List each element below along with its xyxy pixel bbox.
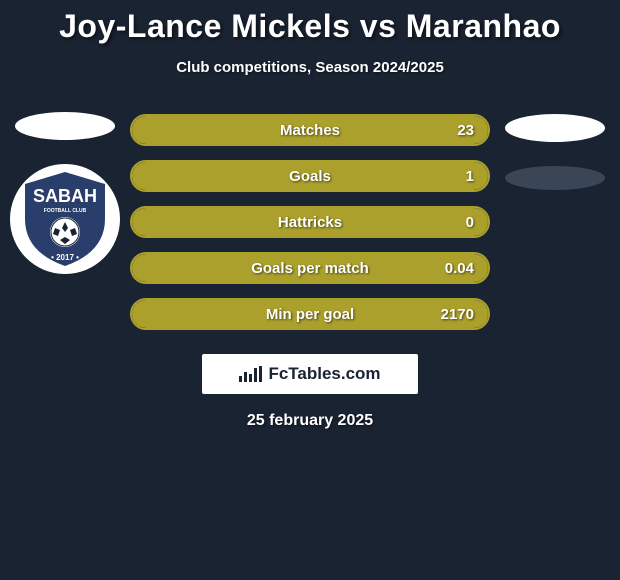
player2-avatar-placeholder [505, 114, 605, 142]
footer-brand-badge: FcTables.com [202, 354, 418, 394]
stat-value: 0.04 [445, 260, 474, 277]
stat-label: Goals per match [251, 260, 369, 277]
stat-bar-goals-per-match: Goals per match 0.04 [130, 252, 490, 284]
stat-value: 23 [457, 122, 474, 139]
subtitle: Club competitions, Season 2024/2025 [0, 59, 620, 76]
stat-value: 0 [466, 214, 474, 231]
footer-brand-text: FcTables.com [268, 364, 380, 384]
club-logo: SABAH FOOTBALL CLUB • 2017 • [10, 164, 120, 279]
right-column [500, 114, 610, 344]
stat-value: 1 [466, 168, 474, 185]
stat-bar-hattricks: Hattricks 0 [130, 206, 490, 238]
stat-bar-matches: Matches 23 [130, 114, 490, 146]
player2-club-placeholder [505, 166, 605, 190]
stats-column: Matches 23 Goals 1 Hattricks 0 Goals per… [120, 114, 500, 344]
stat-value: 2170 [441, 306, 474, 323]
page-title: Joy-Lance Mickels vs Maranhao [0, 8, 620, 45]
left-column: SABAH FOOTBALL CLUB • 2017 • [10, 114, 120, 344]
svg-text:• 2017 •: • 2017 • [51, 253, 79, 262]
stat-bar-min-per-goal: Min per goal 2170 [130, 298, 490, 330]
sabah-shield-icon: SABAH FOOTBALL CLUB • 2017 • [10, 164, 120, 274]
svg-text:SABAH: SABAH [33, 186, 97, 206]
stat-bar-goals: Goals 1 [130, 160, 490, 192]
stat-label: Min per goal [266, 306, 354, 323]
main-row: SABAH FOOTBALL CLUB • 2017 • Matches 23 [0, 114, 620, 344]
date-text: 25 february 2025 [0, 412, 620, 430]
stat-label: Goals [289, 168, 331, 185]
stat-label: Hattricks [278, 214, 342, 231]
stat-label: Matches [280, 122, 340, 139]
chart-icon [239, 366, 262, 382]
infographic-container: Joy-Lance Mickels vs Maranhao Club compe… [0, 0, 620, 430]
svg-text:FOOTBALL CLUB: FOOTBALL CLUB [44, 208, 87, 214]
player1-avatar-placeholder [15, 112, 115, 140]
